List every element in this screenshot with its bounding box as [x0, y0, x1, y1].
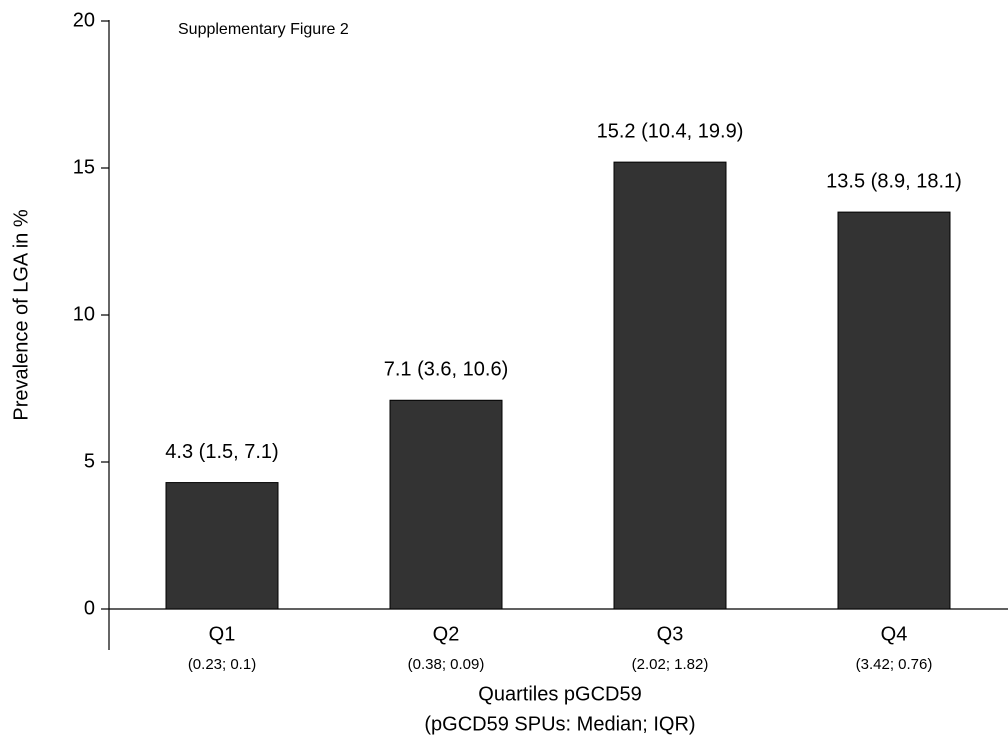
y-tick-label: 15: [73, 156, 95, 178]
y-tick-label: 20: [73, 9, 95, 31]
bar: [837, 211, 951, 610]
x-tick-label: Q1: [209, 623, 236, 645]
bar: [613, 161, 727, 610]
x-tick-sublabel: (0.38; 0.09): [408, 656, 485, 673]
x-axis-label: Quartiles pGCD59: [478, 683, 641, 705]
annotation: Supplementary Figure 2: [178, 21, 349, 38]
x-tick-sublabel: (0.23; 0.1): [188, 656, 256, 673]
value-label: 4.3 (1.5, 7.1): [165, 441, 278, 463]
x-axis-label: (pGCD59 SPUs: Median; IQR): [424, 713, 695, 735]
y-axis-label: Prevalence of LGA in %: [10, 209, 32, 420]
y-tick-label: 0: [84, 597, 95, 619]
x-tick-sublabel: (2.02; 1.82): [632, 656, 709, 673]
x-tick-label: Q4: [881, 623, 908, 645]
bar: [389, 399, 503, 610]
value-label: 7.1 (3.6, 10.6): [384, 359, 509, 381]
x-tick-label: Q2: [433, 623, 460, 645]
value-label: 15.2 (10.4, 19.9): [597, 120, 744, 142]
y-tick-label: 10: [73, 303, 95, 325]
bar: [165, 482, 279, 610]
value-label: 13.5 (8.9, 18.1): [826, 170, 962, 192]
y-tick-label: 5: [84, 450, 95, 472]
x-tick-sublabel: (3.42; 0.76): [856, 656, 933, 673]
x-tick-label: Q3: [657, 623, 684, 645]
